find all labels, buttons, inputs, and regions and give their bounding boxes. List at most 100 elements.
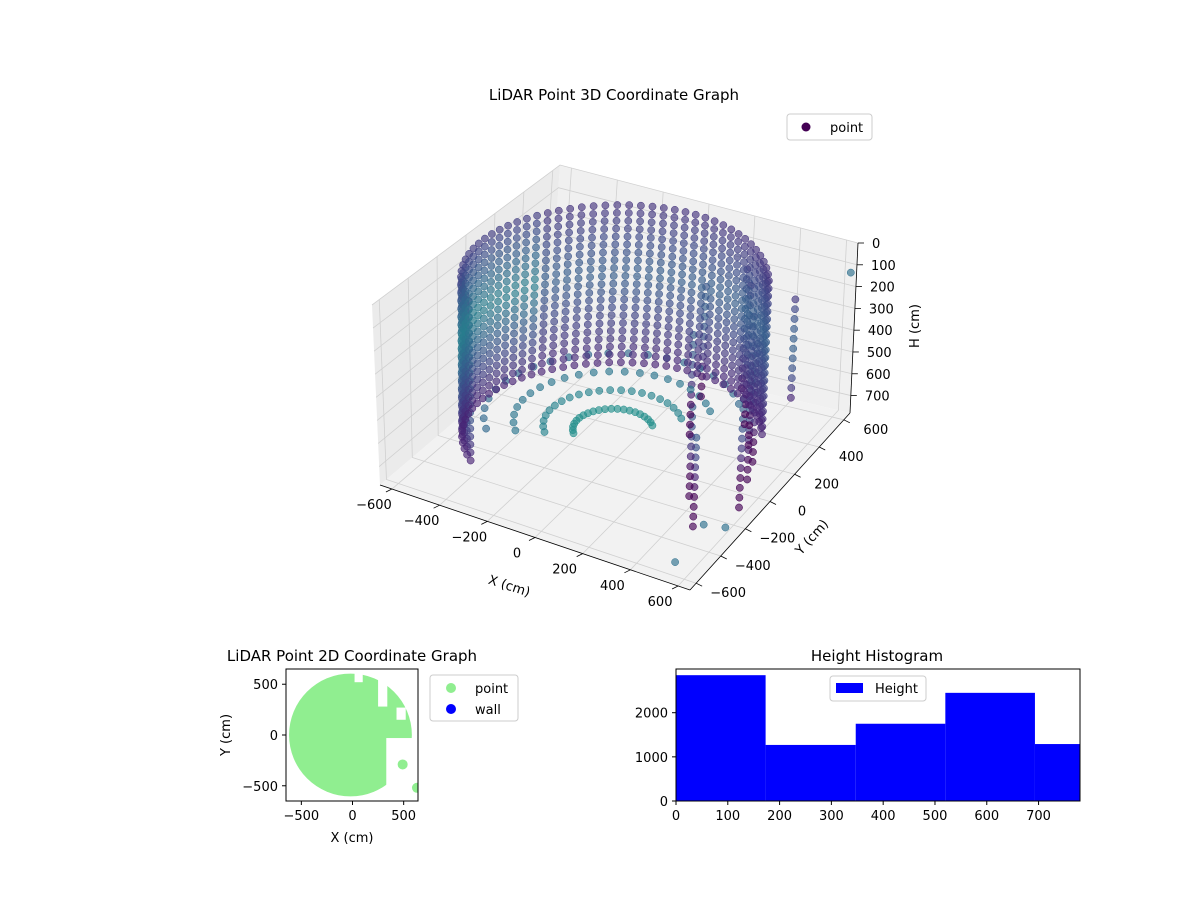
point-3d	[631, 311, 639, 320]
point-3d	[704, 341, 712, 350]
point-3d	[577, 219, 585, 227]
point-3d	[577, 203, 586, 212]
point-3d	[564, 244, 573, 253]
point-3d	[676, 293, 685, 302]
z-tick-labels-3d: 0 100 200 300 400 500 600 700	[850, 237, 896, 405]
point-3d	[522, 222, 531, 231]
point-3d	[697, 382, 706, 391]
point-3d	[519, 326, 528, 334]
point-3d	[714, 314, 723, 323]
point-3d	[734, 237, 743, 246]
y-tick-3d	[819, 446, 826, 451]
point-3d	[619, 319, 627, 327]
point-3d	[647, 391, 656, 400]
point-3d	[704, 333, 713, 342]
point-3d	[706, 295, 715, 303]
point-3d	[486, 341, 494, 350]
legend-3d-frame	[786, 113, 873, 141]
point-3d	[701, 213, 710, 222]
point-3d	[635, 233, 644, 241]
chart-2d: LiDAR Point 2D Coordinate Graph −500 0 500…	[219, 647, 519, 846]
point-3d	[735, 483, 744, 492]
point-3d	[520, 294, 529, 303]
point-3d	[681, 215, 689, 224]
point-3d	[742, 333, 751, 341]
point-3d	[531, 267, 539, 276]
point-3d	[723, 302, 732, 311]
point-3d	[691, 218, 700, 227]
point-3d	[479, 362, 487, 371]
point-3d	[513, 226, 521, 234]
point-3d	[509, 345, 518, 354]
point-3d	[722, 318, 731, 327]
point-3d	[737, 304, 746, 313]
point-3d	[656, 258, 665, 267]
point-3d	[572, 314, 581, 322]
point-3d	[656, 274, 664, 283]
chart-2d-title: LiDAR Point 2D Coordinate Graph	[227, 647, 477, 665]
point-3d	[657, 251, 666, 259]
point-3d	[586, 265, 595, 274]
point-3d	[582, 344, 591, 353]
point-3d	[628, 358, 637, 367]
point-3d	[716, 275, 725, 284]
point-3d	[733, 389, 742, 398]
chart-3d-title: LiDAR Point 3D Coordinate Graph	[489, 86, 739, 104]
y-tick-3d	[695, 582, 703, 587]
point-3d	[521, 262, 530, 271]
y-tick-label-histogram: 0	[660, 795, 668, 810]
point-3d	[519, 334, 527, 342]
point-3d	[480, 274, 489, 283]
point-3d	[705, 326, 713, 334]
point-3d	[787, 374, 796, 382]
grid-line-x	[677, 239, 847, 587]
point-3d	[598, 264, 607, 273]
point-3d	[676, 301, 685, 310]
legend-histogram-swatch	[836, 683, 863, 693]
point-3d	[606, 334, 615, 343]
point-3d	[609, 272, 618, 280]
point-3d	[601, 201, 610, 210]
point-3d	[738, 289, 747, 297]
point-3d	[701, 221, 709, 230]
point-3d	[732, 284, 740, 293]
point-3d	[694, 346, 703, 354]
point-3d	[662, 354, 671, 363]
point-3d	[787, 393, 795, 402]
point-3d	[758, 430, 766, 439]
point-3d	[652, 337, 661, 345]
point-3d	[670, 205, 679, 214]
z-tick-label-3d: 200	[870, 281, 895, 296]
point-3d	[474, 263, 483, 272]
point-3d	[697, 299, 705, 308]
x-tick-3d	[385, 488, 393, 493]
point-3d	[739, 281, 747, 290]
x-tick-label-histogram: 300	[819, 809, 844, 824]
point-3d	[510, 313, 519, 322]
point-3d	[539, 328, 548, 336]
point-3d	[736, 464, 745, 472]
x-tick-label-histogram: 600	[974, 809, 999, 824]
point-3d	[531, 259, 540, 268]
z-tick-label-3d: 100	[871, 259, 896, 274]
point-3d	[529, 323, 538, 331]
point-3d	[583, 328, 592, 337]
point-3d	[485, 381, 494, 390]
legend-2d: point wall	[429, 674, 519, 722]
point-3d	[541, 280, 549, 289]
y-tick-label-3d: 600	[863, 423, 888, 438]
point-3d	[735, 358, 743, 367]
point-3d	[551, 294, 560, 302]
point-3d	[547, 378, 556, 386]
coverage-gap-2d	[396, 707, 406, 720]
point-3d	[495, 233, 504, 242]
point-3d	[585, 281, 594, 289]
point-3d	[624, 224, 632, 233]
point-3d	[621, 279, 629, 288]
point-3d	[624, 209, 633, 217]
point-3d	[492, 385, 501, 394]
point-3d	[646, 234, 655, 242]
point-3d	[648, 202, 657, 211]
point-3d	[610, 256, 619, 264]
point-3d	[620, 367, 629, 376]
